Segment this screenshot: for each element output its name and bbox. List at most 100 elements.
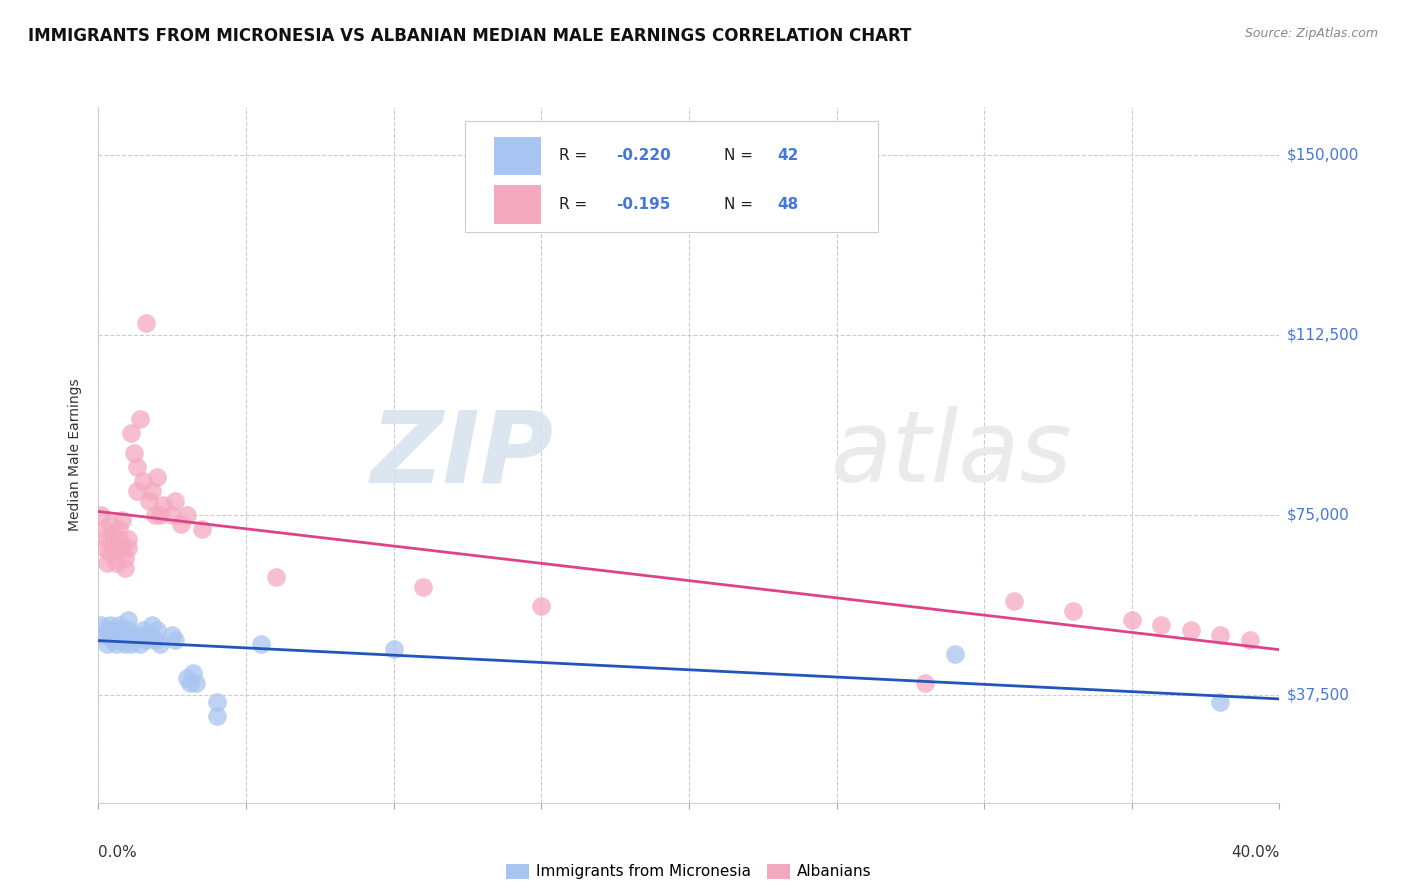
Point xyxy=(149,508,172,522)
Point xyxy=(103,527,125,541)
Point xyxy=(96,556,118,570)
Point xyxy=(117,614,139,628)
Point xyxy=(141,483,163,498)
Point xyxy=(143,508,166,522)
Point xyxy=(93,522,115,536)
Text: IMMIGRANTS FROM MICRONESIA VS ALBANIAN MEDIAN MALE EARNINGS CORRELATION CHART: IMMIGRANTS FROM MICRONESIA VS ALBANIAN M… xyxy=(28,27,911,45)
Point xyxy=(122,445,145,459)
Point xyxy=(382,642,405,657)
Point xyxy=(146,469,169,483)
Point xyxy=(162,628,183,642)
Point xyxy=(181,666,204,681)
Point xyxy=(103,537,125,551)
Point xyxy=(132,623,155,637)
Point xyxy=(96,532,118,546)
Text: $112,500: $112,500 xyxy=(1286,327,1358,343)
Y-axis label: Median Male Earnings: Median Male Earnings xyxy=(69,378,83,532)
Text: -0.195: -0.195 xyxy=(616,197,671,212)
Point xyxy=(96,623,118,637)
Point xyxy=(120,426,142,441)
Text: N =: N = xyxy=(724,148,758,163)
Text: -0.220: -0.220 xyxy=(616,148,671,163)
Point xyxy=(114,551,136,566)
Text: 42: 42 xyxy=(778,148,799,163)
Point xyxy=(114,628,136,642)
Point xyxy=(120,637,142,651)
Point xyxy=(1239,632,1261,647)
Point xyxy=(96,637,118,651)
Point xyxy=(122,632,145,647)
Text: Source: ZipAtlas.com: Source: ZipAtlas.com xyxy=(1244,27,1378,40)
Point xyxy=(111,623,134,637)
Point xyxy=(108,532,131,546)
Point xyxy=(176,671,198,685)
Point xyxy=(205,695,228,709)
Point xyxy=(250,637,273,651)
Point xyxy=(191,522,214,536)
FancyBboxPatch shape xyxy=(494,186,541,224)
Point xyxy=(1180,623,1202,637)
Point xyxy=(943,647,966,661)
Point xyxy=(117,541,139,556)
Point xyxy=(111,632,134,647)
Text: 48: 48 xyxy=(778,197,799,212)
Point xyxy=(412,580,434,594)
Point xyxy=(125,628,148,642)
Point xyxy=(128,637,150,651)
Point xyxy=(135,632,157,647)
FancyBboxPatch shape xyxy=(494,136,541,175)
Text: $150,000: $150,000 xyxy=(1286,147,1358,162)
Point xyxy=(165,493,187,508)
Point xyxy=(114,637,136,651)
Point xyxy=(98,628,121,642)
Point xyxy=(128,412,150,426)
Point xyxy=(108,618,131,632)
FancyBboxPatch shape xyxy=(464,121,877,232)
Point xyxy=(93,541,115,556)
Legend: Immigrants from Micronesia, Albanians: Immigrants from Micronesia, Albanians xyxy=(499,857,879,886)
Point xyxy=(1121,614,1143,628)
Point xyxy=(135,316,157,330)
Point xyxy=(105,556,128,570)
Text: 40.0%: 40.0% xyxy=(1232,845,1279,860)
Point xyxy=(103,632,125,647)
Point xyxy=(105,541,128,556)
Point xyxy=(138,628,160,642)
Text: N =: N = xyxy=(724,197,758,212)
Point xyxy=(125,459,148,474)
Point xyxy=(117,623,139,637)
Point xyxy=(93,628,115,642)
Text: 0.0%: 0.0% xyxy=(98,845,138,860)
Point xyxy=(90,618,112,632)
Point xyxy=(111,513,134,527)
Point xyxy=(111,541,134,556)
Point xyxy=(98,517,121,532)
Point xyxy=(149,637,172,651)
Point xyxy=(146,623,169,637)
Point xyxy=(1209,628,1232,642)
Point xyxy=(914,676,936,690)
Point xyxy=(114,560,136,574)
Point xyxy=(138,493,160,508)
Point xyxy=(132,475,155,489)
Point xyxy=(90,508,112,522)
Text: atlas: atlas xyxy=(831,407,1073,503)
Point xyxy=(1002,594,1025,608)
Point xyxy=(170,517,193,532)
Point xyxy=(143,632,166,647)
Point xyxy=(103,623,125,637)
Text: R =: R = xyxy=(560,148,592,163)
Point xyxy=(184,676,207,690)
Point xyxy=(264,570,287,584)
Text: $37,500: $37,500 xyxy=(1286,688,1350,702)
Text: R =: R = xyxy=(560,197,592,212)
Point xyxy=(105,628,128,642)
Point xyxy=(205,709,228,723)
Point xyxy=(1209,695,1232,709)
Point xyxy=(125,483,148,498)
Text: ZIP: ZIP xyxy=(370,407,553,503)
Point xyxy=(98,546,121,560)
Point xyxy=(152,498,174,512)
Point xyxy=(108,522,131,536)
Point xyxy=(1150,618,1173,632)
